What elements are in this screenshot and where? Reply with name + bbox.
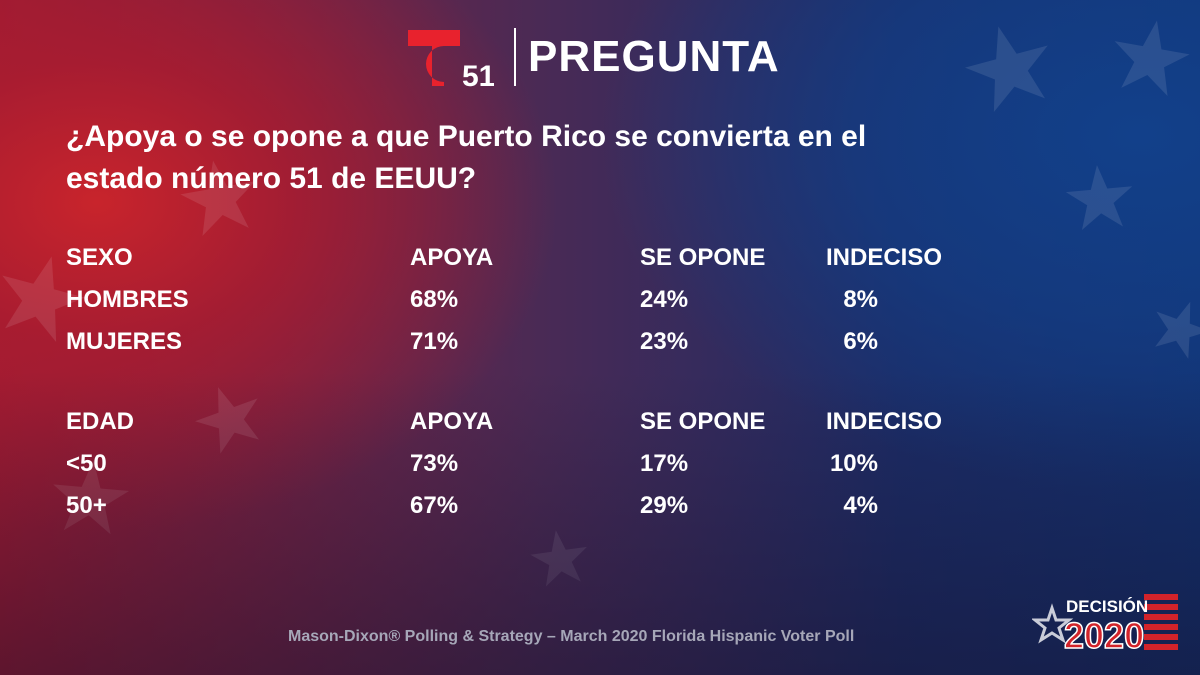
table-1-row-1-col-3: 8% (843, 286, 878, 313)
table-1-header-3: INDECISO (826, 244, 943, 271)
table-2-header-2: SE OPONE (640, 408, 766, 435)
question-text: ¿Apoya o se opone a que Puerto Rico se c… (66, 120, 867, 195)
source-footnote: Mason-Dixon® Polling & Strategy – March … (288, 628, 855, 645)
telemundo-t-icon (408, 30, 460, 86)
badge-year: 2020 (1064, 615, 1144, 652)
table-1-row-2-col-0: MUJERES (66, 328, 183, 355)
table-2-row-2-col-1: 67% (410, 492, 459, 519)
table-1-row-2-col-3: 6% (843, 328, 878, 355)
table-2-header-0: EDAD (66, 408, 135, 435)
table-1-row-2-col-1: 71% (410, 328, 459, 355)
logo-number: 51 (462, 60, 494, 90)
badge-star-icon (1032, 603, 1074, 644)
badge-stripes (1144, 594, 1178, 650)
table-1-row-2-col-2: 23% (640, 328, 689, 355)
table-2-row-2-col-3: 4% (843, 492, 878, 519)
table-2-row-1-col-0: <50 (66, 450, 107, 477)
table-1-header-2: SE OPONE (640, 244, 766, 271)
table-2-row-1-col-1: 73% (410, 450, 459, 477)
decision-2020-badge: DECISIÓN 2020 (1032, 594, 1178, 652)
table-2-row-2-col-2: 29% (640, 492, 689, 519)
table-2-row-1-col-2: 17% (640, 450, 689, 477)
telemundo-logo: 51 (408, 30, 494, 90)
table-1-row-1-col-0: HOMBRES (66, 286, 189, 313)
table-1-row-1-col-2: 24% (640, 286, 689, 313)
header-title: PREGUNTA (528, 32, 780, 81)
table-2-header-3: INDECISO (826, 408, 943, 435)
badge-top: DECISIÓN (1066, 597, 1148, 616)
table-2-header-1: APOYA (410, 408, 494, 435)
table-1-header-0: SEXO (66, 244, 133, 271)
header-divider (514, 28, 516, 86)
table-2-row-2-col-0: 50+ (66, 492, 107, 519)
table-1-row-1-col-1: 68% (410, 286, 459, 313)
table-2-row-1-col-3: 10% (829, 450, 878, 477)
table-1-header-1: APOYA (410, 244, 494, 271)
